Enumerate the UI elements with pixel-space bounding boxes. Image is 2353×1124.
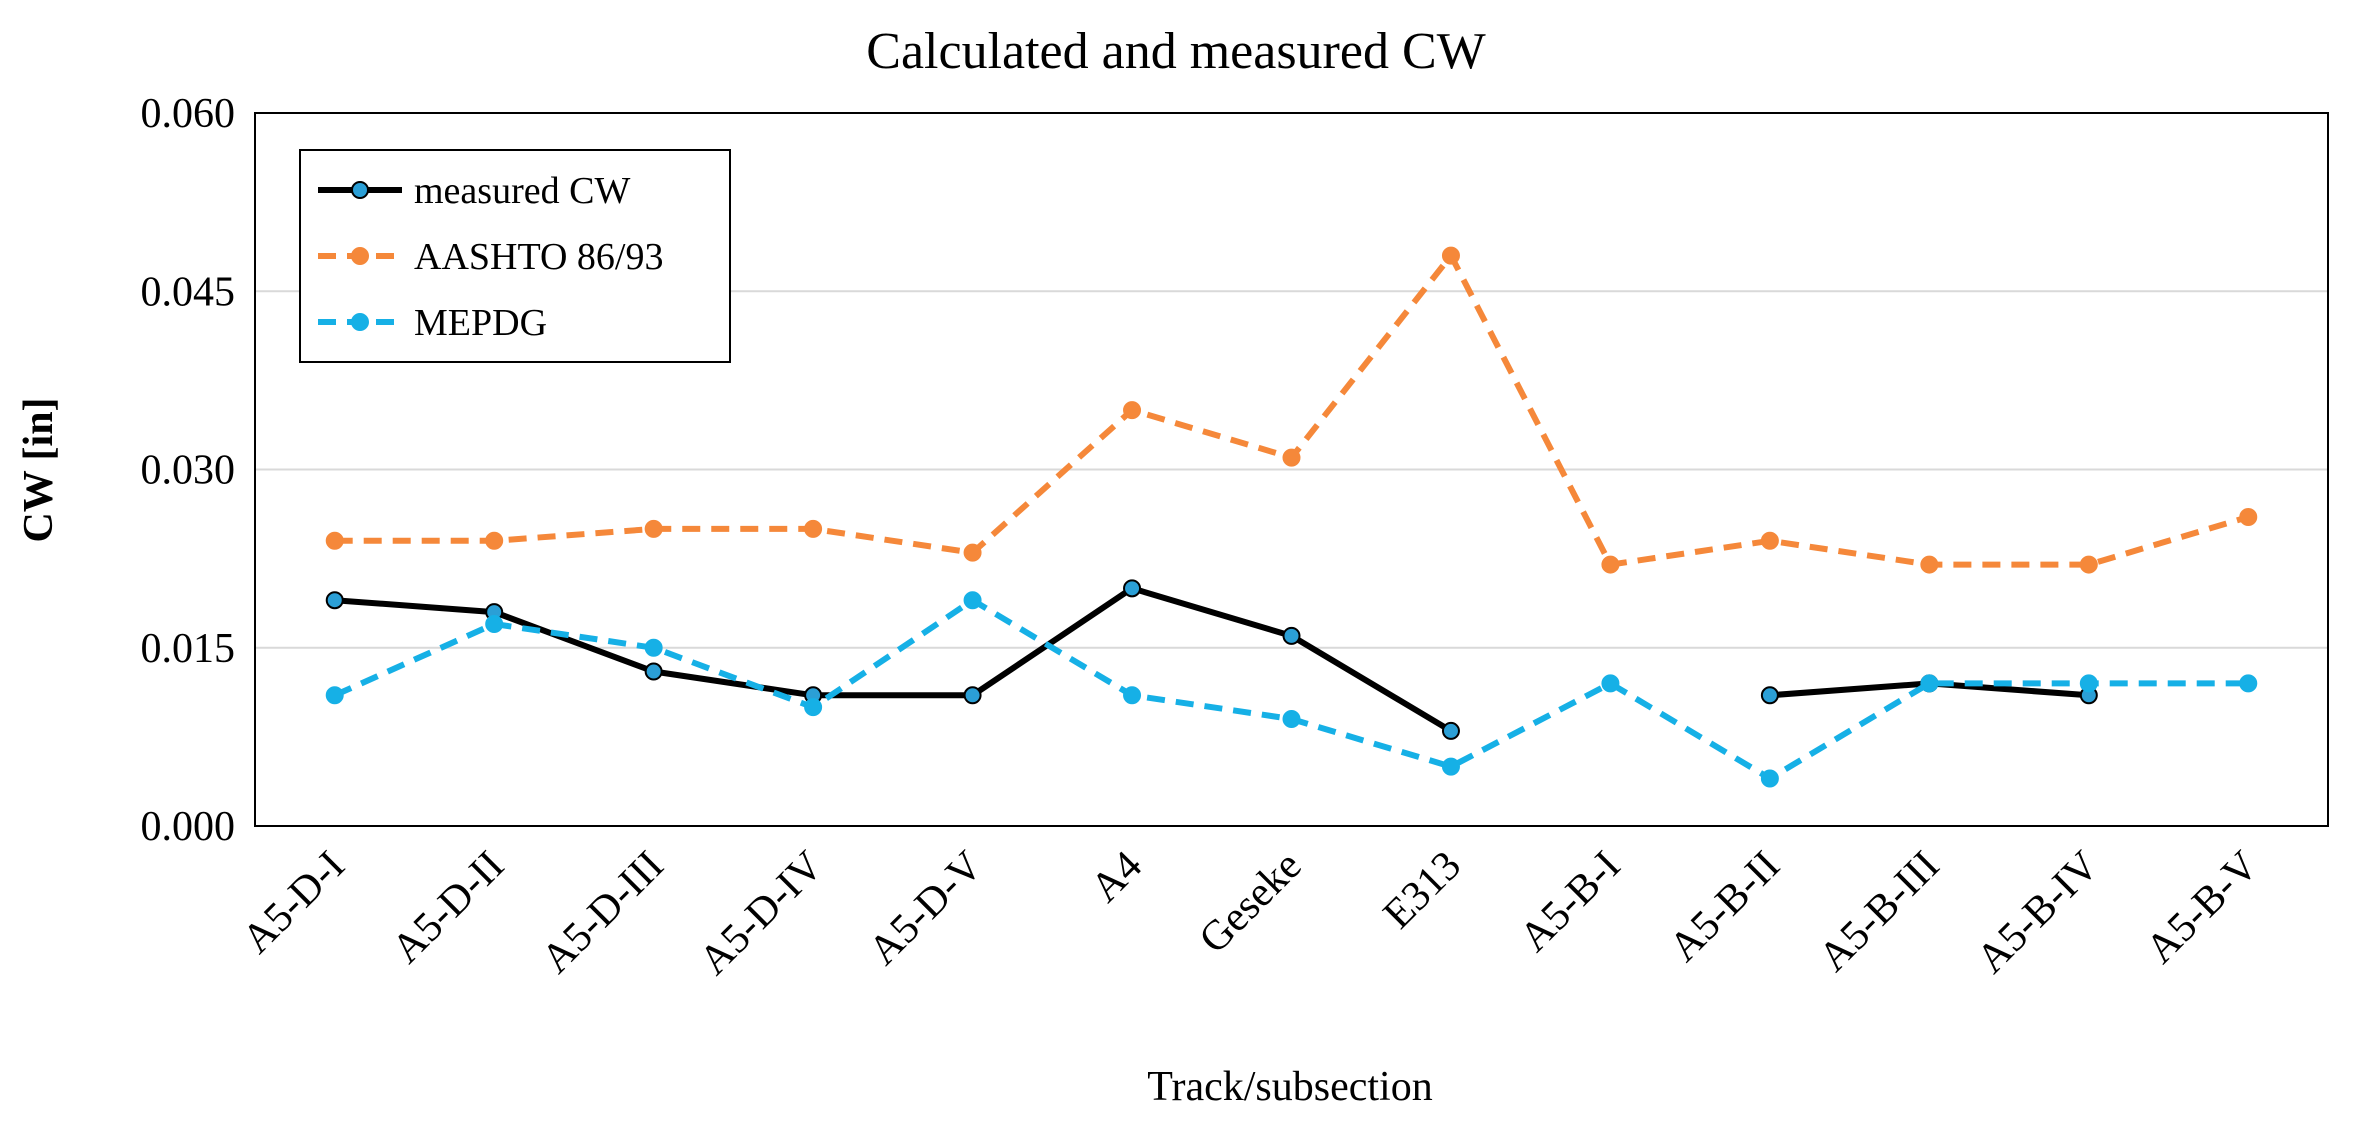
legend-entries: measured CW AASHTO 86/93 MEPDG: [318, 170, 664, 344]
series-group: [325, 246, 2258, 788]
data-point: [644, 638, 663, 657]
legend-marker: [351, 247, 369, 265]
data-point: [1601, 674, 1620, 693]
data-point: [1441, 721, 1460, 740]
data-point: [1601, 555, 1620, 574]
data-point: [325, 591, 344, 610]
y-tick-label: 0.000: [141, 804, 236, 850]
data-point: [644, 662, 663, 681]
series-1: [325, 246, 2258, 574]
data-point: [1920, 555, 1939, 574]
data-point: [325, 686, 344, 705]
data-point: [1123, 579, 1142, 598]
legend-entry: measured CW: [318, 170, 630, 212]
data-point: [963, 543, 982, 562]
series-line: [334, 585, 1453, 734]
data-point: [1760, 769, 1779, 788]
legend-entry: MEPDG: [318, 302, 547, 344]
data-point: [644, 519, 663, 538]
chart-title: Calculated and measured CW: [866, 23, 1485, 80]
data-point: [1282, 448, 1301, 467]
data-point: [963, 591, 982, 610]
legend-marker: [351, 181, 369, 199]
legend-entry: AASHTO 86/93: [318, 236, 664, 278]
data-point: [1441, 246, 1460, 265]
data-point: [325, 531, 344, 550]
data-point: [2239, 508, 2258, 527]
data-point: [1920, 674, 1939, 693]
data-point: [1441, 757, 1460, 776]
legend-box: [299, 149, 731, 363]
y-tick-label: 0.030: [141, 448, 236, 494]
data-point: [2239, 674, 2258, 693]
data-point: [1760, 686, 1779, 705]
data-point: [2079, 674, 2098, 693]
legend: measured CW AASHTO 86/93 MEPDG: [299, 149, 731, 363]
legend-label: AASHTO 86/93: [414, 236, 664, 278]
data-point: [1282, 626, 1301, 645]
y-axis-label: CW [in]: [16, 397, 62, 542]
data-point: [485, 531, 504, 550]
y-axis-ticks: 0.000 0.015 0.030 0.045 0.060: [141, 91, 236, 850]
data-point: [804, 698, 823, 717]
data-point: [1123, 401, 1142, 420]
data-point: [485, 614, 504, 633]
data-point: [1282, 710, 1301, 729]
legend-marker: [351, 313, 369, 331]
data-point: [1123, 686, 1142, 705]
legend-label: measured CW: [414, 170, 630, 212]
data-point: [963, 686, 982, 705]
data-point: [804, 519, 823, 538]
x-axis-label: Track/subsection: [1147, 1064, 1432, 1110]
y-tick-label: 0.045: [141, 269, 236, 315]
y-tick-label: 0.060: [141, 91, 236, 137]
plot-area-border: [254, 112, 2329, 827]
series-2: [325, 591, 2258, 788]
legend-label: MEPDG: [414, 302, 547, 344]
data-point: [2079, 555, 2098, 574]
series-0: [325, 579, 2098, 740]
data-point: [1760, 531, 1779, 550]
y-tick-label: 0.015: [141, 626, 236, 672]
